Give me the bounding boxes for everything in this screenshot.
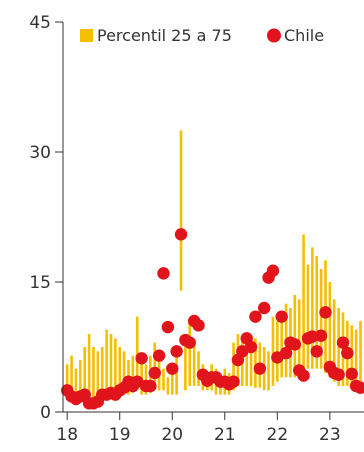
percentile-bar xyxy=(118,347,122,393)
percentile-bar xyxy=(354,329,358,386)
percentile-bar xyxy=(175,355,178,395)
x-tick-label: 19 xyxy=(109,425,131,445)
percentile-bar xyxy=(328,282,332,378)
percentile-bar xyxy=(232,342,235,391)
chile-point xyxy=(266,264,280,277)
chile-point xyxy=(152,349,166,362)
percentile-bar xyxy=(319,269,323,369)
chile-point xyxy=(157,267,170,280)
chile-point xyxy=(336,336,350,349)
percentile-bar xyxy=(302,234,305,373)
chile-point xyxy=(288,338,302,351)
percentile-bar xyxy=(188,321,192,386)
percentile-bar xyxy=(114,338,117,391)
chile-point xyxy=(253,362,267,375)
chile-point xyxy=(314,329,328,342)
percentile-bar xyxy=(122,351,126,395)
y-tick-label: 45 xyxy=(29,13,51,33)
percentile-bar xyxy=(83,347,86,397)
percentile-bar xyxy=(254,338,257,388)
percentile-bar xyxy=(192,342,196,386)
percentile-bar xyxy=(109,334,113,391)
percentile-bar xyxy=(197,351,200,386)
chile-point xyxy=(135,352,148,365)
x-tick-label: 20 xyxy=(161,425,183,445)
percentile-bar xyxy=(179,130,183,291)
percentile-bar xyxy=(315,256,319,369)
percentile-bar xyxy=(166,377,170,395)
percentile-bars xyxy=(65,130,362,399)
percentile-bar xyxy=(105,329,108,393)
chile-point xyxy=(227,375,240,388)
legend-label-chile: Chile xyxy=(284,26,324,45)
chile-point xyxy=(144,379,157,393)
x-tick-label: 18 xyxy=(56,425,78,445)
percentile-bar xyxy=(96,351,100,397)
chile-point xyxy=(341,346,354,360)
percentile-bar xyxy=(245,342,248,386)
chile-point xyxy=(257,301,271,315)
percentile-bar xyxy=(280,316,283,378)
legend: Percentil 25 a 75 Chile xyxy=(80,26,324,45)
x-tick-label: 22 xyxy=(267,425,289,445)
percentile-bar xyxy=(79,360,82,395)
legend-swatch-chile xyxy=(267,28,281,43)
chile-point xyxy=(192,319,205,332)
y-tick-label: 30 xyxy=(29,143,51,163)
percentile-bar xyxy=(267,351,270,391)
percentile-bar xyxy=(332,299,336,382)
x-tick-label: 23 xyxy=(319,425,341,445)
chile-point xyxy=(310,345,323,358)
chile-point xyxy=(244,340,258,354)
percentile-bar xyxy=(249,351,253,386)
chile-point xyxy=(332,368,345,381)
percentile-bar xyxy=(271,316,275,386)
percentile-bar xyxy=(87,334,91,399)
chile-point xyxy=(279,346,293,360)
chile-point xyxy=(297,369,310,382)
chile-point xyxy=(148,366,161,380)
percentile-bar xyxy=(135,316,139,391)
percentile-bar xyxy=(311,247,314,369)
percentile-bar xyxy=(153,342,157,391)
x-tick-label: 21 xyxy=(214,425,236,445)
percentile-bar xyxy=(65,364,69,395)
chile-points xyxy=(61,228,364,410)
percentile-bar xyxy=(144,364,148,395)
percentile-bar xyxy=(297,299,301,378)
percentile-bar xyxy=(74,368,78,393)
percentile-bar xyxy=(70,355,73,391)
legend-label-percentile: Percentil 25 a 75 xyxy=(97,26,232,45)
chile-point xyxy=(354,381,364,394)
percentile-bar xyxy=(100,347,104,395)
percentile-bar xyxy=(306,264,310,369)
percentile-bar xyxy=(359,321,362,386)
chile-point xyxy=(170,345,183,358)
percentile-bar xyxy=(293,295,297,378)
axes: 0 15 30 45 18 19 20 21 22 23 xyxy=(29,13,364,445)
chile-point xyxy=(249,310,262,323)
chile-point xyxy=(161,320,175,334)
y-tick-label: 0 xyxy=(40,403,51,423)
percentile-bar xyxy=(92,347,95,399)
y-tick-label: 15 xyxy=(29,273,51,293)
chile-point xyxy=(174,228,188,241)
chile-point xyxy=(345,367,358,381)
chile-point xyxy=(275,310,288,323)
chile-point xyxy=(319,306,332,319)
chile-point xyxy=(166,362,179,375)
chile-point xyxy=(183,336,196,349)
legend-swatch-percentile xyxy=(80,29,93,42)
percentile-bar xyxy=(184,342,187,391)
percentile-bar xyxy=(170,364,174,395)
percentile-bar xyxy=(162,368,165,391)
percentile-bar xyxy=(131,355,135,393)
